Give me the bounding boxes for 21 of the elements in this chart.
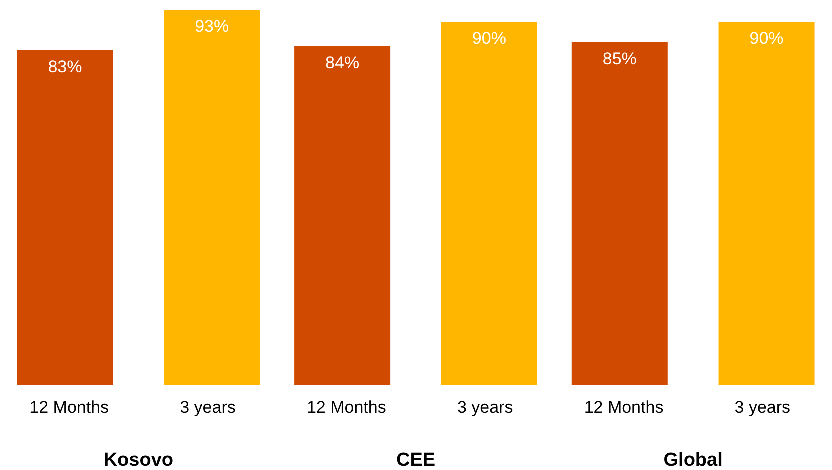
x-tick-label: Global xyxy=(664,450,723,470)
data-label: 85% xyxy=(602,49,637,68)
series-label: 12 Months xyxy=(30,398,110,417)
data-label: 93% xyxy=(195,17,230,36)
text: 12 Months xyxy=(306,398,386,417)
data-label: 90% xyxy=(750,29,784,48)
text: 3 years xyxy=(457,398,514,417)
bar xyxy=(294,46,391,385)
x-tick-label: CEE xyxy=(396,450,436,470)
bar xyxy=(572,42,668,385)
bar xyxy=(718,22,815,385)
data-label: 83% xyxy=(48,57,82,76)
text: 12 Months xyxy=(584,398,664,417)
text: 3 years xyxy=(734,398,791,417)
series-label: 3 years xyxy=(180,398,236,417)
data-label: 90% xyxy=(472,29,506,48)
bar xyxy=(441,22,538,385)
bar xyxy=(164,10,260,385)
data-label: 84% xyxy=(326,53,360,72)
x-tick-label: Kosovo xyxy=(104,450,174,470)
bar xyxy=(17,50,114,385)
